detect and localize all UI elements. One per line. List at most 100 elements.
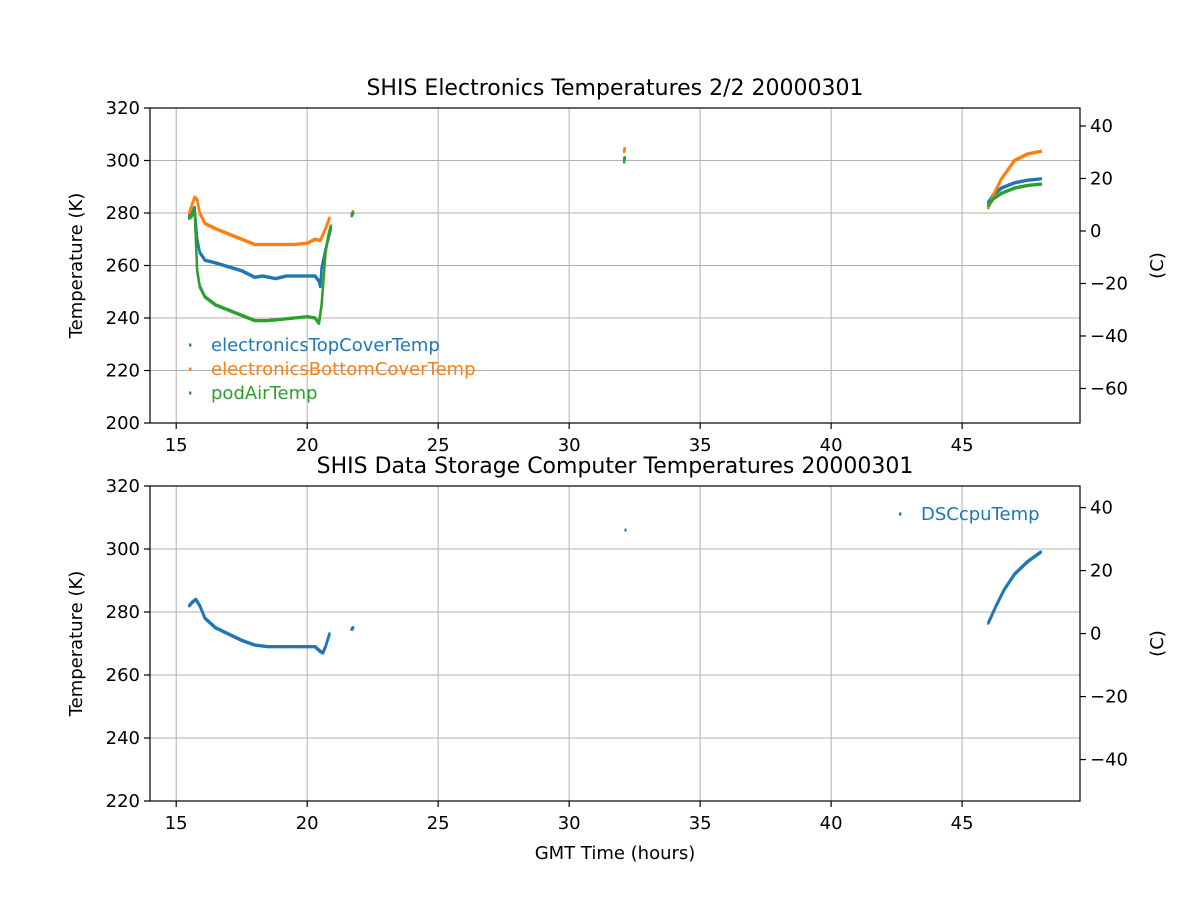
data-point [321, 285, 325, 289]
data-point [194, 230, 197, 234]
data-point [261, 644, 264, 648]
data-point [256, 242, 259, 247]
data-point [262, 644, 266, 648]
data-point [254, 643, 258, 647]
data-point [273, 645, 277, 649]
data-point [319, 274, 323, 279]
data-point [195, 259, 198, 264]
data-point [266, 319, 270, 323]
data-point [285, 317, 288, 321]
data-point [262, 242, 265, 247]
data-point [308, 645, 312, 649]
y-tick-label: 280 [106, 203, 140, 224]
series-DSCcpuTemp [188, 528, 1042, 655]
data-point [1032, 183, 1036, 187]
data-point [320, 269, 323, 274]
data-point [271, 318, 275, 322]
data-point [279, 645, 283, 649]
data-point [322, 273, 326, 277]
data-point [194, 233, 197, 238]
data-point [287, 645, 290, 649]
data-point [260, 242, 264, 247]
data-point [324, 252, 327, 256]
y-axis-label: Temperature (K) [66, 571, 87, 718]
data-point [1031, 183, 1035, 187]
data-point [321, 291, 324, 295]
data-point [1027, 178, 1031, 182]
data-point [319, 279, 322, 284]
data-point [322, 270, 326, 274]
data-point [265, 242, 268, 247]
data-point [320, 268, 323, 272]
data-point [276, 645, 280, 649]
data-point [295, 242, 298, 246]
x-tick-label: 30 [558, 813, 581, 834]
y-tick-label: 280 [106, 602, 140, 623]
data-point [303, 315, 306, 319]
legend-marker [189, 391, 192, 395]
data-point [1026, 178, 1029, 182]
data-point [312, 274, 315, 278]
data-point [298, 645, 302, 649]
data-point [193, 213, 197, 217]
data-point [193, 209, 196, 214]
data-point [321, 289, 324, 293]
chart-title: SHIS Electronics Temperatures 2/2 200003… [366, 76, 863, 101]
data-point [1038, 177, 1041, 181]
data-point [284, 645, 287, 649]
data-point [295, 274, 298, 278]
chart-title: SHIS Data Storage Computer Temperatures … [317, 454, 914, 479]
data-point [285, 274, 288, 278]
data-point [328, 632, 331, 636]
x-axis-label: GMT Time (hours) [535, 843, 696, 864]
y-tick-label: 220 [106, 791, 140, 812]
data-point [277, 317, 280, 322]
y-right-tick-label: 0 [1090, 624, 1101, 645]
data-point [281, 645, 284, 649]
data-point [322, 271, 326, 275]
data-point [322, 277, 325, 281]
data-point [294, 316, 297, 320]
data-point [307, 645, 310, 649]
data-point [292, 242, 296, 247]
y-tick-label: 300 [106, 539, 140, 560]
data-point [1030, 178, 1033, 182]
data-point [299, 274, 303, 278]
data-point [272, 242, 275, 247]
data-point [195, 256, 198, 260]
data-point [320, 299, 324, 303]
y-right-tick-label: −40 [1090, 750, 1128, 771]
data-point [623, 147, 626, 151]
x-tick-label: 35 [689, 435, 712, 456]
x-tick-label: 45 [951, 435, 974, 456]
data-point [193, 217, 197, 221]
data-point [351, 626, 355, 630]
legend-entry: DSCcpuTemp [921, 504, 1040, 525]
data-point [320, 298, 324, 302]
data-point [301, 645, 305, 649]
data-point [297, 274, 300, 278]
data-storage-computer-panel: 15 20 25 30 35 40 45 220 240 260 280 300 320 −40 −20 0 2… [66, 454, 1168, 864]
data-point [288, 645, 291, 649]
data-point [194, 222, 197, 227]
data-point [291, 645, 294, 649]
data-point [323, 261, 326, 265]
y-right-tick-label: 0 [1090, 221, 1101, 242]
data-point [294, 645, 297, 649]
data-point [319, 278, 322, 282]
data-point [194, 228, 197, 232]
data-point [281, 317, 284, 321]
data-point [1038, 182, 1041, 186]
y-right-axis-label: (C) [1147, 252, 1168, 279]
y-right-tick-label: 20 [1090, 168, 1113, 189]
data-point [323, 257, 327, 261]
data-point [294, 274, 297, 278]
data-point [194, 239, 198, 243]
data-point [1039, 177, 1042, 181]
data-point [290, 316, 293, 320]
data-point [195, 258, 198, 262]
data-point [256, 319, 259, 323]
data-point [304, 645, 307, 649]
axes-frame [149, 485, 1081, 802]
